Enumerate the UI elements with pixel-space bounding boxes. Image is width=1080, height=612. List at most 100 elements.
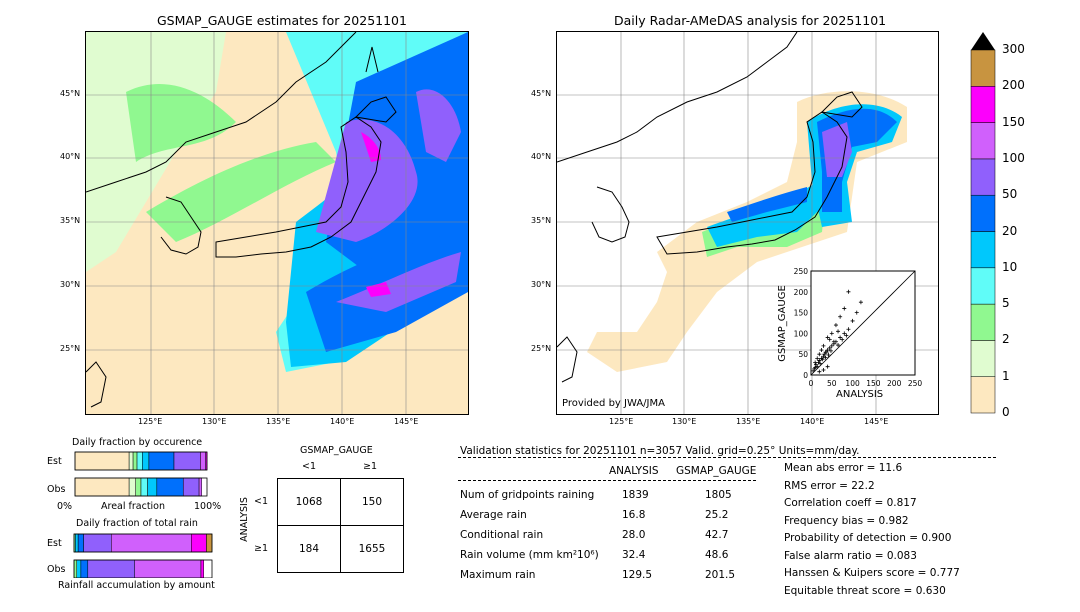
scatter-point <box>850 318 855 323</box>
validation-col-rule <box>458 480 756 481</box>
scatter-point <box>817 369 822 374</box>
contingency-row-lt1: <1 <box>254 496 269 507</box>
scatter-xtick-label: 100 <box>845 379 860 388</box>
colorbar-tick-label: 300 <box>1002 42 1025 56</box>
colorbar-tick-label: 20 <box>1002 223 1018 238</box>
scatter-point <box>823 350 828 355</box>
occurrence-bar-segment <box>74 451 130 471</box>
scatter-ytick-label: 100 <box>794 329 809 338</box>
left-lat-40: 40°N <box>60 152 81 161</box>
colorbar-segment <box>970 49 996 87</box>
left-map <box>85 31 469 415</box>
scatter-point <box>844 333 849 338</box>
contingency-cell-a: 1068 <box>277 478 341 526</box>
validation-row-label: Conditional rain <box>460 529 544 541</box>
scatter-point <box>827 337 832 342</box>
total-rain-bar-segment <box>200 559 204 578</box>
occurrence-bars <box>74 451 208 497</box>
colorbar-tick-label: 50 <box>1002 187 1018 202</box>
validation-row-analysis: 32.4 <box>622 549 646 561</box>
colorbar-segment <box>970 231 996 269</box>
left-map-title: GSMAP_GAUGE estimates for 20251101 <box>157 13 407 28</box>
validation-row-label: Rain volume (mm km²10⁶) <box>460 549 599 561</box>
validation-score: Correlation coeff = 0.817 <box>784 497 917 509</box>
scatter-point <box>813 365 818 370</box>
colorbar-segment <box>970 158 996 196</box>
occurrence-bar-segment <box>132 451 138 471</box>
scatter-point <box>821 354 826 359</box>
validation-row-analysis: 1839 <box>622 489 649 501</box>
total-rain-bar-segment <box>111 533 192 553</box>
scatter-point <box>825 348 830 353</box>
scatter-point <box>854 310 859 315</box>
scatter-point <box>846 289 851 294</box>
scatter-point <box>817 352 822 357</box>
total-rain-bar-segment <box>206 533 213 553</box>
scatter-point <box>825 335 830 340</box>
colorbar-segment <box>970 376 996 414</box>
scatter-point <box>813 360 818 365</box>
scatter-point <box>822 352 827 357</box>
colorbar-segment <box>970 267 996 305</box>
occurrence-bar-segment <box>173 451 201 471</box>
occurrence-axis-right: 100% <box>194 501 222 512</box>
colorbar-segment <box>970 122 996 160</box>
left-lat-25: 25°N <box>60 344 81 353</box>
validation-row-label: Average rain <box>460 509 527 521</box>
validation-score: Frequency bias = 0.982 <box>784 514 909 527</box>
scatter-point <box>846 327 851 332</box>
contingency-cell-c: 184 <box>277 525 341 573</box>
scatter-point <box>821 368 826 373</box>
occurrence-bar-segment <box>128 477 136 497</box>
scatter-ylabel: GSMAP_GAUGE <box>776 285 788 362</box>
left-lat-35: 35°N <box>60 216 81 225</box>
right-lat-35: 35°N <box>531 216 552 225</box>
occurrence-bar-segment <box>140 477 148 497</box>
scatter-xtick-label: 50 <box>827 379 837 388</box>
contingency-row-ge1: ≥1 <box>254 543 269 554</box>
validation-score: Hanssen & Kuipers score = 0.777 <box>784 567 960 579</box>
validation-row-label: Num of gridpoints raining <box>460 489 595 501</box>
colorbar-segment <box>970 86 996 123</box>
scatter-point <box>833 323 838 328</box>
left-map-field <box>86 32 468 414</box>
occurrence-axis-left: 0% <box>57 501 73 512</box>
scatter-inset: 0 50 100 150 200 250 0 50 100 150 200 250 <box>794 267 923 388</box>
colorbar-segment <box>970 340 996 377</box>
left-lat-30: 30°N <box>60 280 81 289</box>
contingency-header: GSMAP_GAUGE <box>300 445 373 456</box>
colorbar-tick-label: 1 <box>1002 368 1010 383</box>
colorbar-tick-label: 0 <box>1002 405 1010 419</box>
validation-score: Probability of detection = 0.900 <box>784 532 952 544</box>
contingency-cell-b: 150 <box>340 478 404 526</box>
validation-row-analysis: 129.5 <box>622 569 653 581</box>
occurrence-bar-segment-frame <box>74 477 208 497</box>
total-rain-caption: Rainfall accumulation by amount <box>58 580 215 591</box>
total-rain-title: Daily fraction of total rain <box>76 518 198 529</box>
colorbar-tick-label: 150 <box>1002 114 1025 129</box>
colorbar-extend-triangle <box>971 32 995 50</box>
right-lat-40: 40°N <box>531 152 552 161</box>
scatter-xtick-label: 200 <box>887 379 902 388</box>
right-lon-140: 140°E <box>800 417 825 426</box>
left-lon-140: 140°E <box>330 417 355 426</box>
scatter-xlabel: ANALYSIS <box>836 389 884 400</box>
occurrence-est-label: Est <box>47 456 62 467</box>
colorbar-tick-label: 5 <box>1002 296 1010 311</box>
total-rain-bar-segment <box>87 559 135 578</box>
right-map: Provided by JWA/JMA <box>556 31 939 415</box>
scatter-point <box>840 337 845 342</box>
validation-score: Mean abs error = 11.6 <box>784 462 903 474</box>
scatter-point <box>842 306 847 311</box>
occurrence-bar-segment <box>156 477 184 497</box>
scatter-xtick-label: 0 <box>809 379 814 388</box>
scatter-ytick-label: 250 <box>794 267 809 276</box>
scatter-point <box>858 300 863 305</box>
right-lat-30: 30°N <box>531 280 552 289</box>
total-rain-bar-segment <box>77 533 84 553</box>
scatter-ytick-label: 0 <box>803 371 808 380</box>
total-rain-bar-segment <box>80 559 89 578</box>
occurrence-bar-segment <box>142 451 150 471</box>
scatter-xtick-label: 150 <box>866 379 881 388</box>
scatter-ytick-label: 150 <box>794 309 809 318</box>
